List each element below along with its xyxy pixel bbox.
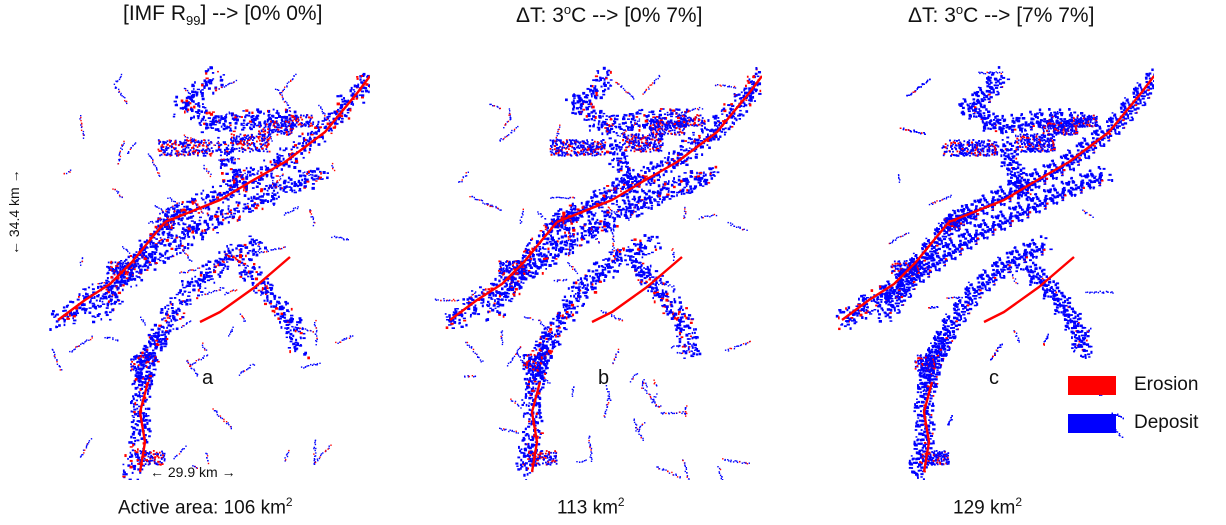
panel-a-map — [40, 62, 370, 480]
panel-c-area-unit-sup: 2 — [1015, 495, 1022, 509]
panel-c-map — [824, 62, 1154, 480]
horizontal-scale-label: ← 29.9 km → — [150, 464, 236, 480]
panel-b-label: b — [598, 367, 610, 389]
vertical-scale-label: ← 34.4 km → — [6, 169, 22, 255]
panel-b-map-svg — [434, 66, 762, 480]
panel-b-area-unit-sup: 2 — [617, 495, 625, 509]
panel-a-active-area: Active area: 106 km2 — [118, 495, 293, 519]
panel-b-title-suffix: C --> [0% 7%] — [571, 4, 703, 27]
legend-deposit-swatch — [1068, 413, 1116, 433]
panel-a-title-prefix: [IMF R — [123, 2, 186, 25]
panel-a-title-suffix: ] --> [0% 0%] — [200, 2, 323, 25]
panel-a-area-unit-sup: 2 — [285, 495, 293, 509]
panel-c-map-svg — [835, 66, 1154, 480]
panel-a-area-text: Active area: 106 km — [118, 497, 286, 519]
panel-b-active-area: 113 km2 — [557, 495, 625, 519]
panel-c-active-area: 129 km2 — [953, 495, 1022, 519]
panel-b-title-superscript: o — [563, 2, 572, 17]
panel-b-title: ΔT: 3oC --> [0% 7%] — [516, 2, 702, 28]
panel-a-map-svg — [49, 66, 370, 480]
panel-c-title-prefix: ΔT: 3 — [908, 4, 956, 27]
panel-c-title: ΔT: 3oC --> [7% 7%] — [908, 2, 1094, 28]
panel-a-label: a — [202, 367, 214, 389]
legend-erosion-label: Erosion — [1134, 374, 1199, 395]
panel-a-title-subscript: 99 — [186, 13, 201, 29]
legend-erosion-swatch — [1068, 375, 1116, 395]
legend-erosion: Erosion — [1068, 374, 1198, 396]
panel-b-map — [432, 62, 762, 480]
panel-b-area-text: 113 km — [557, 497, 618, 519]
panel-c-title-superscript: o — [955, 2, 964, 17]
legend-deposit-label: Deposit — [1134, 412, 1199, 433]
panel-c-area-text: 129 km — [953, 497, 1016, 519]
panel-c-label: c — [989, 367, 999, 389]
panel-a-title: [IMF R99] --> [0% 0%] — [123, 2, 322, 28]
legend-deposit: Deposit — [1068, 412, 1198, 434]
panel-b-title-prefix: ΔT: 3 — [516, 4, 564, 27]
panel-c-title-suffix: C --> [7% 7%] — [963, 4, 1095, 27]
